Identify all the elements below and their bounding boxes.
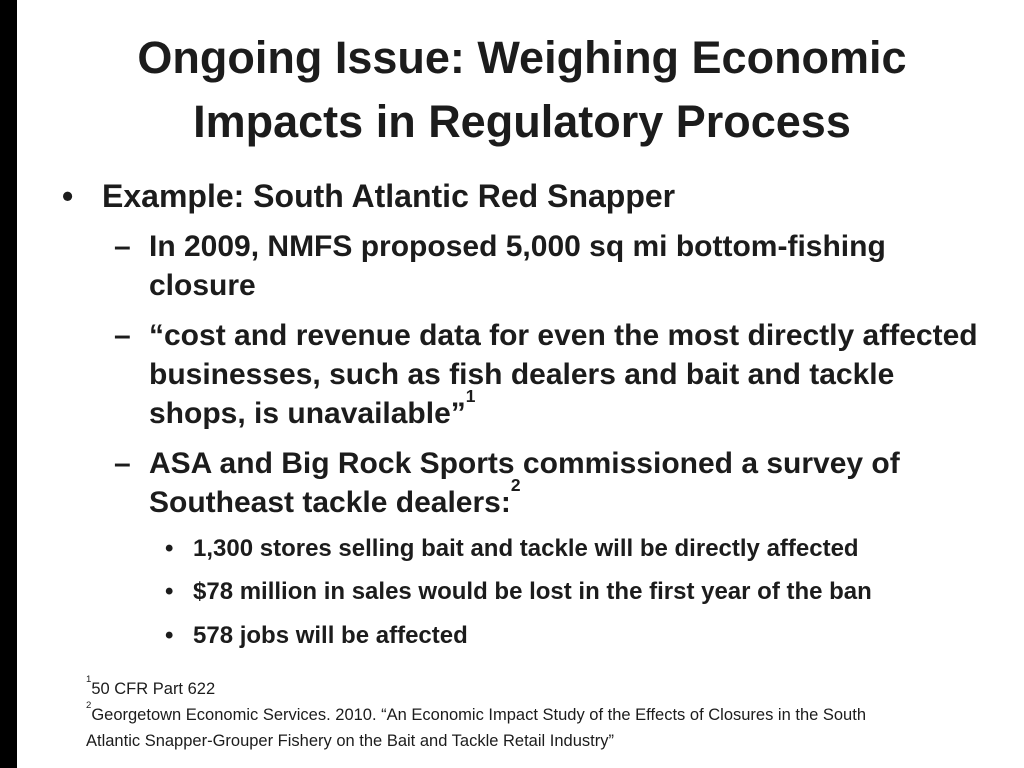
- bullet-text: 1,300 stores selling bait and tackle wil…: [193, 534, 859, 562]
- bullet-text-main: ASA and Big Rock Sports commissioned a s…: [149, 446, 900, 519]
- footnote-1-number: 1: [86, 674, 92, 686]
- bullet-text-main: In 2009, NMFS proposed 5,000 sq mi botto…: [149, 229, 886, 302]
- bullet-level2-closure: – In 2009, NMFS proposed 5,000 sq mi bot…: [114, 227, 994, 305]
- footnote-reference-1: 1: [465, 386, 476, 407]
- bullet-level3-sales: • $78 million in sales would be lost in …: [165, 576, 965, 608]
- bullet-text: 578 jobs will be affected: [193, 621, 468, 649]
- slide-title: Ongoing Issue: Weighing Economic Impacts …: [50, 26, 994, 154]
- footnote-1-text: 50 CFR Part 622: [91, 680, 216, 698]
- footnote-reference-2: 2: [510, 475, 521, 496]
- bullet-level3-jobs: • 578 jobs will be affected: [165, 620, 965, 652]
- bullet-text: $78 million in sales would be lost in th…: [193, 578, 872, 606]
- bullet-marker: •: [165, 534, 174, 562]
- footnote-2: 2Georgetown Economic Services. 2010. “An…: [86, 700, 906, 754]
- footnote-2-number: 2: [86, 700, 92, 712]
- bullet-level2-survey: – ASA and Big Rock Sports commissioned a…: [114, 444, 994, 522]
- bullet-text: “cost and revenue data for even the most…: [149, 316, 994, 433]
- bullet-marker: •: [165, 621, 174, 649]
- footnote-1: 150 CFR Part 622: [86, 674, 906, 702]
- dash-marker: –: [114, 318, 131, 352]
- slide-footnotes: 150 CFR Part 622 2Georgetown Economic Se…: [86, 674, 906, 754]
- bullet-level3-stores: • 1,300 stores selling bait and tackle w…: [165, 533, 965, 565]
- footnote-2-text: Georgetown Economic Services. 2010. “An …: [86, 706, 866, 751]
- slide-body: • Example: South Atlantic Red Snapper – …: [62, 176, 994, 652]
- slide-title-line-2: Impacts in Regulatory Process: [193, 95, 851, 147]
- slide-title-line-1: Ongoing Issue: Weighing Economic: [137, 32, 907, 83]
- bullet-marker: •: [165, 578, 174, 606]
- bullet-text-main: “cost and revenue data for even the most…: [149, 318, 978, 430]
- bullet-text: Example: South Atlantic Red Snapper: [102, 177, 676, 214]
- bullet-level2-quote: – “cost and revenue data for even the mo…: [114, 316, 994, 433]
- dash-marker: –: [114, 229, 131, 263]
- bullet-marker: •: [62, 177, 74, 214]
- bullet-text: ASA and Big Rock Sports commissioned a s…: [149, 444, 994, 522]
- bullet-level1-example: • Example: South Atlantic Red Snapper: [62, 176, 994, 216]
- dash-marker: –: [114, 446, 131, 480]
- bullet-text: In 2009, NMFS proposed 5,000 sq mi botto…: [149, 227, 994, 305]
- slide-left-black-bar: [0, 0, 17, 768]
